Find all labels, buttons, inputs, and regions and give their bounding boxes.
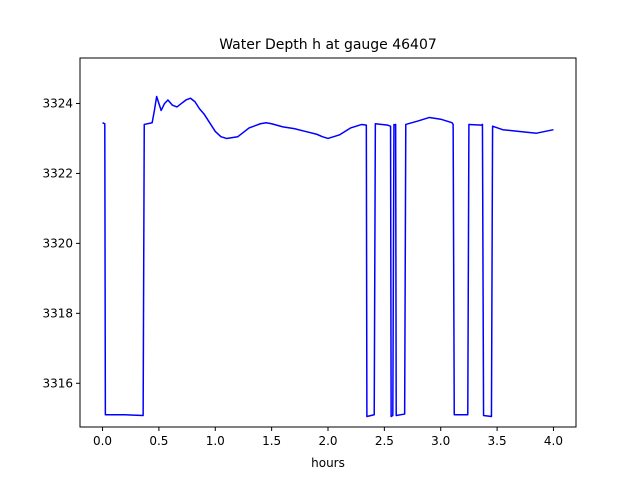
x-tick-label: 1.5 xyxy=(262,434,281,448)
series-line-0 xyxy=(102,95,554,418)
series-layer xyxy=(102,95,554,418)
y-axis: 3316 3318 3320 3322 3324 xyxy=(42,96,80,390)
x-tick-label: 1.0 xyxy=(206,434,225,448)
y-tick-label: 3318 xyxy=(42,306,73,320)
x-tick-label: 2.0 xyxy=(318,434,337,448)
x-tick-label: 3.5 xyxy=(488,434,507,448)
y-tick-label: 3320 xyxy=(42,236,73,250)
x-tick-label: 0.5 xyxy=(149,434,168,448)
x-tick-label: 4.0 xyxy=(544,434,563,448)
x-tick-label: 0.0 xyxy=(93,434,112,448)
chart-title: Water Depth h at gauge 46407 xyxy=(219,37,437,53)
x-axis-label: hours xyxy=(311,456,345,470)
plot-area xyxy=(80,58,576,427)
y-tick-label: 3316 xyxy=(42,376,73,390)
x-axis: 0.0 0.5 1.0 1.5 2.0 2.5 3.0 3.5 4.0 xyxy=(93,427,563,448)
y-tick-label: 3324 xyxy=(42,96,73,110)
y-tick-label: 3322 xyxy=(42,166,73,180)
x-tick-label: 3.0 xyxy=(431,434,450,448)
x-tick-label: 2.5 xyxy=(375,434,394,448)
